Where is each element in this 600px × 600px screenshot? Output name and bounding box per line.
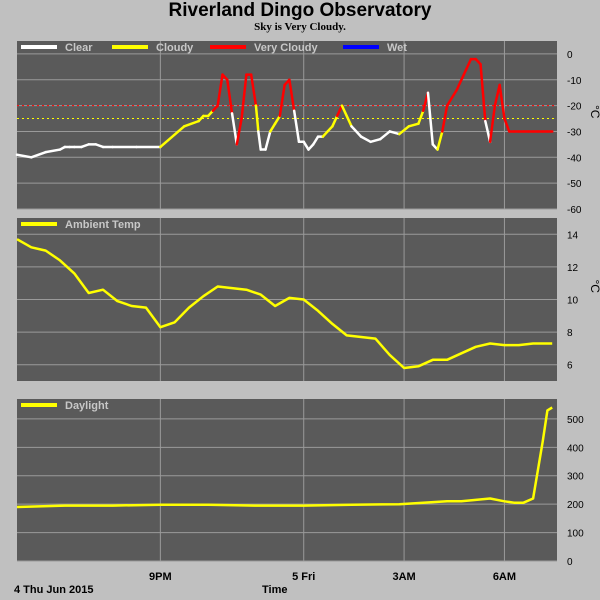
daylight-panel [17, 399, 557, 561]
sky-temp-segment [235, 117, 243, 146]
sky-temp-segment [359, 135, 372, 144]
sky-temp-segment [488, 104, 497, 144]
ambient-series-line [16, 238, 553, 370]
sky-temp-segment [369, 137, 382, 144]
y-tick-label: -60 [567, 205, 582, 216]
sky-temp-segment [264, 130, 272, 151]
sky-temp-segment [436, 130, 444, 151]
y-tick-label: 300 [567, 472, 584, 483]
sky-temp-segment [159, 125, 186, 149]
time-axis-label: Time [262, 584, 288, 596]
sky-temp-segment [44, 148, 62, 154]
sky-temp-segment [30, 150, 47, 159]
sky-temp-segment [455, 68, 468, 92]
sky-temp-segment [388, 130, 401, 136]
y-tick-label: -20 [567, 102, 582, 113]
y-tick-label: -50 [567, 179, 582, 190]
sky-temp-segment [183, 119, 200, 128]
sky-temp-segment [503, 117, 511, 133]
sky-temp-segment [226, 78, 234, 115]
sky-temp-segment [230, 112, 239, 146]
y-tick-label: 0 [567, 50, 573, 61]
sky-temp-segment [340, 104, 353, 128]
y-tick-label: 200 [567, 500, 584, 511]
y-axis-label: °C [588, 105, 600, 119]
y-tick-label: 14 [567, 230, 579, 241]
sky-temp-segment [312, 135, 320, 146]
y-axis-label: °C [588, 280, 600, 294]
sky-temp-segment [249, 73, 258, 107]
daylight-series-line [16, 406, 553, 509]
sky-temp-segment [331, 114, 339, 128]
y-tick-label: 0 [567, 557, 573, 568]
sky-temp-segment [15, 153, 33, 159]
legend-label: Wet [387, 42, 407, 54]
y-tick-label: -10 [567, 76, 582, 87]
sky-temp-segment [269, 122, 277, 133]
sky-temp-segment [493, 83, 501, 107]
x-tick-label: 9PM [149, 571, 172, 583]
y-tick-label: 8 [567, 328, 573, 339]
sky-temp-segment [302, 140, 310, 151]
sky-temp-segment [417, 109, 425, 125]
sky-temp-segment [441, 104, 449, 133]
sky-temp-segment [254, 104, 260, 133]
page-subtitle: Sky is Very Cloudy. [254, 21, 346, 33]
sky-temp-segment [240, 73, 248, 120]
sky-temp-segment [378, 130, 391, 141]
sky-temp-segment [273, 114, 282, 125]
sky-temp-segment [407, 122, 420, 128]
legend-label: Cloudy [156, 42, 194, 54]
sky-temp-segment [350, 125, 363, 138]
legend-label: Ambient Temp [65, 219, 141, 231]
sky-temp-segment [94, 143, 105, 149]
y-tick-label: 10 [567, 296, 579, 307]
sky-temp-segment [479, 63, 487, 123]
sky-temp-segment [498, 83, 506, 120]
sky-temp-segment [445, 88, 458, 107]
x-tick-label: 3AM [392, 571, 415, 583]
sky-panel [17, 41, 557, 209]
page-title: Riverland Dingo Observatory [168, 0, 432, 21]
y-tick-label: -40 [567, 153, 582, 164]
y-tick-label: 500 [567, 415, 584, 426]
sky-temp-segment [216, 73, 224, 107]
y-tick-label: -30 [567, 127, 582, 138]
legend-label: Clear [65, 42, 93, 54]
sky-temp-segment [292, 109, 301, 144]
sky-temp-segment [426, 91, 435, 146]
sky-temp-segment [464, 57, 473, 71]
legend-label: Very Cloudy [254, 42, 318, 54]
sky-temp-segment [288, 78, 296, 113]
sky-temp-segment [398, 125, 411, 136]
y-tick-label: 100 [567, 529, 584, 540]
sky-temp-segment [257, 130, 262, 151]
x-tick-label: 6AM [493, 571, 516, 583]
y-tick-label: 400 [567, 443, 584, 454]
sky-temp-segment [278, 83, 286, 118]
legend-label: Daylight [65, 400, 109, 412]
y-tick-label: 6 [567, 361, 573, 372]
date-label: 4 Thu Jun 2015 [14, 584, 94, 596]
sky-temp-segment [335, 104, 344, 118]
y-tick-label: 12 [567, 263, 579, 274]
sky-temp-segment [80, 143, 90, 149]
x-tick-label: 5 Fri [292, 571, 315, 583]
